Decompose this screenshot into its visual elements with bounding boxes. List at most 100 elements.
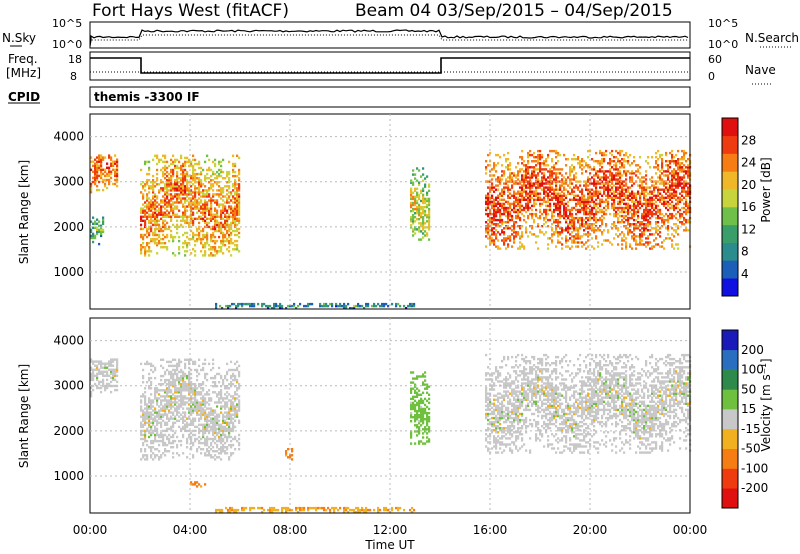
echo-cell bbox=[200, 217, 203, 220]
echo-cell bbox=[683, 210, 686, 214]
echo-cell bbox=[152, 399, 155, 402]
echo-cell bbox=[186, 195, 189, 198]
echo-cell bbox=[238, 199, 241, 202]
echo-cell bbox=[416, 228, 419, 231]
echo-cell bbox=[619, 178, 622, 181]
echo-cell bbox=[176, 446, 179, 449]
echo-cell bbox=[174, 185, 177, 188]
echo-cell bbox=[667, 170, 670, 173]
echo-cell bbox=[148, 407, 151, 410]
echo-cell bbox=[581, 168, 584, 171]
echo-cell bbox=[557, 160, 560, 163]
echo-cell bbox=[144, 454, 147, 457]
echo-cell bbox=[641, 176, 644, 179]
echo-cell bbox=[164, 391, 167, 394]
echo-cell bbox=[188, 223, 191, 227]
echo-cell bbox=[170, 187, 173, 190]
echo-cell bbox=[639, 166, 642, 169]
echo-cell bbox=[174, 389, 177, 392]
echo-cell bbox=[212, 233, 215, 237]
echo-cell bbox=[557, 198, 560, 201]
echo-cell bbox=[416, 209, 419, 213]
echo-cell bbox=[174, 395, 177, 398]
echo-cell bbox=[391, 302, 394, 306]
echo-cell bbox=[683, 176, 686, 179]
echo-cell bbox=[210, 217, 213, 220]
echo-cell bbox=[212, 213, 215, 216]
echo-cell bbox=[90, 378, 93, 382]
echo-cell bbox=[549, 208, 552, 212]
echo-cell bbox=[615, 162, 618, 165]
echo-cell bbox=[166, 205, 169, 208]
echo-cell bbox=[613, 204, 616, 208]
echo-cell bbox=[90, 156, 93, 159]
echo-cell bbox=[681, 156, 684, 159]
echo-cell bbox=[627, 229, 630, 232]
echo-cell bbox=[561, 231, 564, 234]
echo-cell bbox=[212, 391, 215, 394]
echo-cell bbox=[653, 166, 656, 169]
echo-cell bbox=[184, 413, 187, 416]
echo-cell bbox=[569, 237, 572, 240]
echo-cell bbox=[637, 170, 640, 173]
echo-cell bbox=[621, 162, 624, 165]
echo-cell bbox=[677, 198, 680, 201]
echo-cell bbox=[677, 247, 680, 250]
echo-cell bbox=[182, 225, 185, 229]
echo-cell bbox=[531, 176, 534, 179]
echo-cell bbox=[565, 229, 568, 232]
echo-cell bbox=[188, 158, 191, 162]
echo-cell bbox=[114, 368, 117, 371]
echo-cell bbox=[549, 218, 552, 222]
echo-cell bbox=[605, 204, 608, 208]
echo-cell bbox=[162, 383, 165, 386]
echo-cell bbox=[212, 421, 215, 424]
echo-cell bbox=[661, 198, 664, 201]
echo-cell bbox=[96, 360, 99, 363]
echo-cell bbox=[579, 204, 582, 208]
echo-cell bbox=[633, 182, 636, 185]
echo-cell bbox=[563, 180, 566, 183]
echo-cell bbox=[178, 201, 181, 204]
echo-cell bbox=[170, 417, 173, 420]
echo-cell bbox=[499, 221, 502, 224]
echo-cell bbox=[503, 170, 506, 173]
echo-cell bbox=[623, 202, 626, 206]
echo-cell bbox=[591, 227, 594, 230]
echo-cell bbox=[671, 158, 674, 161]
echo-cell bbox=[162, 405, 165, 408]
echo-cell bbox=[607, 186, 610, 189]
echo-cell bbox=[142, 195, 145, 198]
echo-cell bbox=[194, 201, 197, 204]
echo-cell bbox=[104, 156, 107, 159]
echo-cell bbox=[166, 227, 169, 231]
echo-cell bbox=[541, 198, 544, 201]
echo-cell bbox=[503, 206, 506, 210]
echo-cell bbox=[573, 223, 576, 226]
echo-cell bbox=[198, 209, 201, 212]
echo-cell bbox=[98, 370, 101, 373]
echo-cell bbox=[236, 199, 239, 202]
echo-cell bbox=[685, 192, 688, 195]
echo-cell bbox=[102, 370, 105, 373]
echo-cell bbox=[178, 370, 181, 374]
echo-cell bbox=[641, 192, 644, 195]
echo-cell bbox=[172, 435, 175, 439]
echo-cell bbox=[585, 227, 588, 230]
echo-cell bbox=[671, 214, 674, 218]
echo-cell bbox=[631, 176, 634, 179]
echo-cell bbox=[196, 201, 199, 204]
echo-cell bbox=[236, 154, 239, 157]
echo-cell bbox=[661, 202, 664, 206]
echo-cell bbox=[424, 234, 427, 237]
echo-cell bbox=[200, 401, 203, 404]
echo-cell bbox=[92, 176, 95, 180]
echo-cell bbox=[202, 399, 205, 402]
echo-cell bbox=[94, 382, 97, 386]
echo-cell bbox=[633, 223, 636, 226]
echo-cell bbox=[98, 242, 101, 246]
echo-cell bbox=[525, 227, 528, 230]
echo-cell bbox=[218, 227, 221, 231]
echo-cell bbox=[591, 206, 594, 210]
echo-cell bbox=[158, 389, 161, 392]
